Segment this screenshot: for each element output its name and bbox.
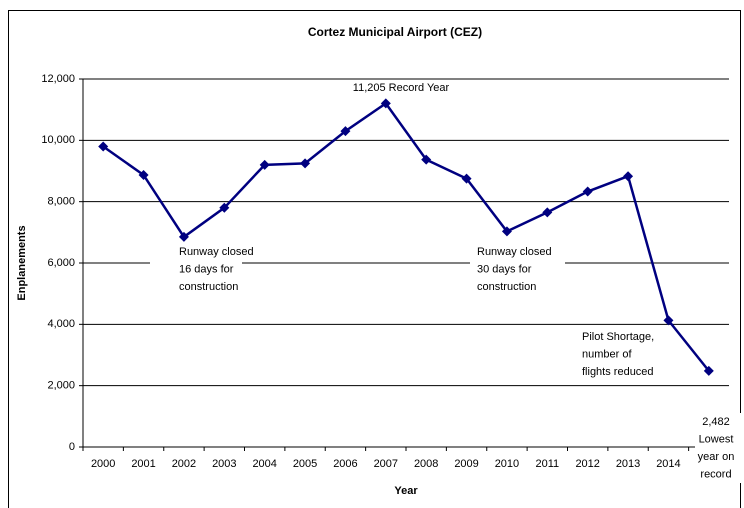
x-tick-label: 2009: [454, 458, 478, 470]
marker: [98, 141, 109, 152]
annotation: flights reduced: [582, 366, 654, 378]
annotation: 30 days for: [477, 263, 532, 275]
marker: [461, 173, 472, 184]
marker: [623, 171, 634, 182]
annotation: 2,482: [702, 416, 730, 428]
annotation: construction: [179, 281, 238, 293]
marker: [178, 231, 189, 242]
annotation-bg: [150, 243, 242, 297]
marker: [259, 159, 270, 170]
line-series: [102, 101, 710, 372]
x-tick-label: 2003: [212, 458, 236, 470]
x-tick-label: 2007: [374, 458, 398, 470]
annotation: Runway closed: [477, 246, 552, 258]
y-tick-label: 0: [69, 441, 75, 453]
marker: [703, 365, 714, 376]
marker: [582, 186, 593, 197]
annotation: Pilot Shortage,: [582, 331, 654, 343]
x-tick-label: 2001: [131, 458, 155, 470]
x-tick-label: 2008: [414, 458, 438, 470]
x-tick-label: 2000: [91, 458, 115, 470]
y-tick-label: 8,000: [47, 196, 75, 208]
marker: [219, 202, 230, 213]
annotation: construction: [477, 281, 536, 293]
annotation: record: [700, 468, 731, 480]
y-tick-label: 10,000: [41, 134, 75, 146]
x-axis-title: Year: [394, 485, 418, 497]
x-tick-label: 2004: [252, 458, 276, 470]
x-tick-label: 2006: [333, 458, 357, 470]
annotation-bg: [470, 243, 565, 297]
annotation: 16 days for: [179, 263, 234, 275]
x-tick-label: 2010: [495, 458, 519, 470]
x-tick-label: 2014: [656, 458, 680, 470]
y-tick-label: 12,000: [41, 73, 75, 85]
x-tick-label: 2013: [616, 458, 640, 470]
annotation-bg: [575, 328, 667, 382]
annotation: Lowest: [699, 433, 734, 445]
x-tick-label: 2005: [293, 458, 317, 470]
marker: [501, 226, 512, 237]
marker: [380, 98, 391, 109]
chart-title: Cortez Municipal Airport (CEZ): [308, 25, 482, 39]
annotation: 11,205 Record Year: [353, 82, 450, 94]
marker: [542, 207, 553, 218]
y-tick-label: 4,000: [47, 318, 75, 330]
marker: [663, 315, 674, 326]
chart-frame: [8, 10, 741, 508]
marker: [300, 158, 311, 169]
annotation: number of: [582, 348, 632, 360]
annotation-bg: [695, 413, 741, 483]
x-tick-label: 2011: [535, 458, 559, 470]
y-tick-label: 2,000: [47, 380, 75, 392]
marker: [138, 169, 149, 180]
y-tick-label: 6,000: [47, 257, 75, 269]
marker: [340, 126, 351, 137]
annotation: year on: [698, 451, 735, 463]
y-axis-title: Enplanements: [16, 225, 28, 300]
marker: [421, 154, 432, 165]
x-tick-label: 2002: [172, 458, 196, 470]
x-tick-label: 2012: [575, 458, 599, 470]
annotation: Runway closed: [179, 246, 254, 258]
